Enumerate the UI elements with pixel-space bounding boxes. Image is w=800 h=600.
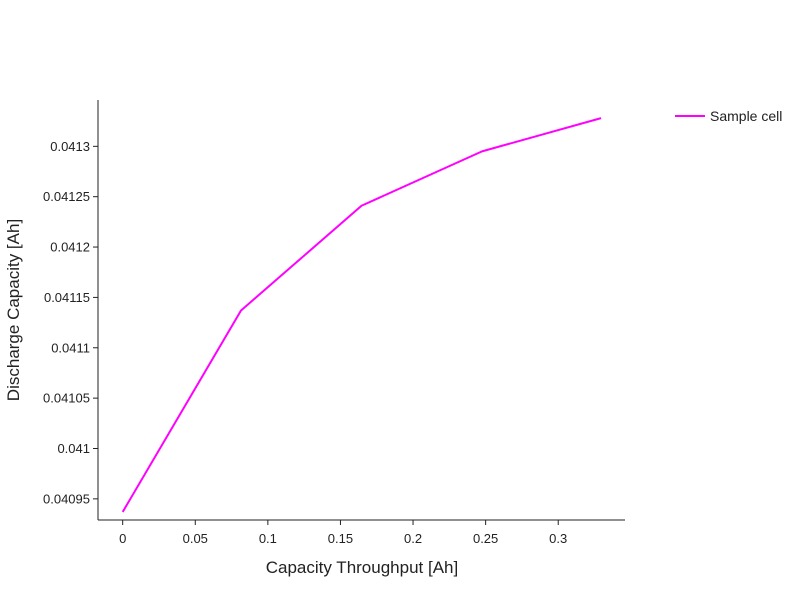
x-tick-label: 0 <box>119 531 126 546</box>
legend[interactable]: Sample cell <box>675 108 782 124</box>
x-axis-title: Capacity Throughput [Ah] <box>266 558 458 577</box>
y-tick-label: 0.04095 <box>43 491 90 506</box>
plot-area: 0.04095 0.041 0.04105 0.0411 0.04115 0.0412 0.… <box>43 100 625 546</box>
x-tick-label: 0.3 <box>549 531 567 546</box>
series-group <box>121 117 602 513</box>
x-tick-label: 0.1 <box>259 531 277 546</box>
data-point <box>122 511 124 513</box>
x-tick-label: 0.15 <box>328 531 353 546</box>
y-tick-label: 0.04125 <box>43 189 90 204</box>
data-point <box>600 117 602 119</box>
y-tick-label: 0.0412 <box>50 240 90 255</box>
y-ticks: 0.04095 0.041 0.04105 0.0411 0.04115 0.0412 0.… <box>43 139 98 506</box>
x-tick-label: 0.25 <box>473 531 498 546</box>
x-ticks: 0 0.05 0.1 0.15 0.2 0.25 0.3 <box>119 520 567 546</box>
y-tick-label: 0.04115 <box>44 290 90 305</box>
x-tick-label: 0.2 <box>404 531 422 546</box>
legend-label-sample-cell: Sample cell <box>710 108 782 124</box>
data-point <box>240 310 242 312</box>
data-point <box>481 150 483 152</box>
series-line-sample-cell <box>121 117 602 513</box>
y-axis-title: Discharge Capacity [Ah] <box>4 219 23 401</box>
data-point <box>361 205 363 207</box>
y-tick-label: 0.0413 <box>50 139 90 154</box>
x-tick-label: 0.05 <box>183 531 208 546</box>
y-tick-label: 0.0411 <box>51 340 90 355</box>
y-tick-label: 0.04105 <box>43 391 90 406</box>
y-tick-label: 0.041 <box>57 441 90 456</box>
